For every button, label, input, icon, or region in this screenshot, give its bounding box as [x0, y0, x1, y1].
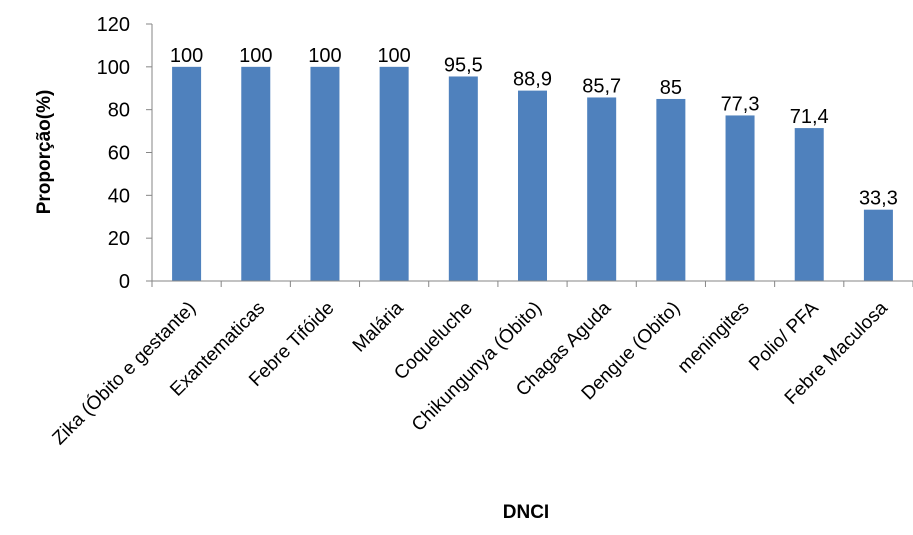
x-tick-label: Chikungunya (Óbito)	[407, 297, 546, 436]
data-label: 85,7	[582, 75, 621, 97]
data-label: 85	[660, 77, 682, 99]
bar	[794, 128, 824, 281]
data-label: 100	[170, 45, 203, 67]
y-tick-label: 40	[108, 185, 130, 207]
y-tick-label: 20	[108, 228, 130, 250]
y-tick-label: 0	[119, 271, 130, 293]
data-label: 100	[377, 45, 410, 67]
bar	[863, 209, 893, 281]
bars-layer	[172, 66, 893, 282]
data-label: 95,5	[444, 54, 483, 76]
y-tick-label: 100	[97, 57, 130, 79]
x-tick-label: Zika (Óbito e gestante)	[48, 297, 200, 449]
data-label: 100	[308, 45, 341, 67]
data-label: 88,9	[513, 69, 552, 91]
y-axis-title: Proporção(%)	[34, 90, 55, 215]
bar	[518, 90, 547, 281]
bar	[587, 97, 617, 281]
y-tick-label: 80	[108, 100, 130, 122]
bar	[725, 115, 755, 282]
bar	[379, 66, 409, 281]
data-label: 71,4	[790, 106, 829, 128]
axis-layer: 0 20 40 60 80 100 120	[97, 14, 913, 293]
y-tick-label: 120	[97, 14, 130, 36]
data-label: 100	[239, 45, 272, 67]
bar	[172, 66, 202, 281]
x-tick-label: meningites	[674, 298, 754, 378]
data-label: 33,3	[859, 188, 898, 210]
bar	[448, 76, 478, 282]
bar	[310, 66, 340, 281]
x-tick-label: Malária	[349, 297, 408, 356]
data-label: 77,3	[721, 93, 760, 115]
y-tick-label: 60	[108, 143, 130, 165]
bar	[656, 98, 686, 281]
x-axis-title: DNCI	[503, 502, 549, 523]
bar	[241, 66, 271, 281]
